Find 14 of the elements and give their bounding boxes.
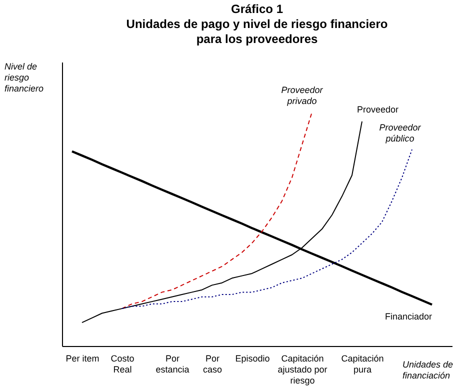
chart-title: Gráfico 1 Unidades de pago y nivel de riesgo financiero para los proveedores [126,2,388,46]
x-tick-label: Capitación pura [341,354,384,374]
x-tick-label: Episodio [235,354,270,364]
series-label: Financiador [384,312,432,322]
x-tick-label: Per item [66,354,100,364]
y-axis-title: Nivel de riesgo financiero [4,62,44,94]
series-label: Proveedor privado [281,85,324,106]
x-tick-label: Por caso [202,354,222,374]
series-label: Proveedor [357,104,399,114]
x-tick-label: Costo Real [110,354,134,374]
series-label: Proveedor público [379,122,422,144]
x-tick-label: Capitación ajustado por riesgo [278,354,328,386]
x-axis-title: Unidades de financiación [402,360,454,380]
x-tick-label: Por estancia [156,354,190,374]
